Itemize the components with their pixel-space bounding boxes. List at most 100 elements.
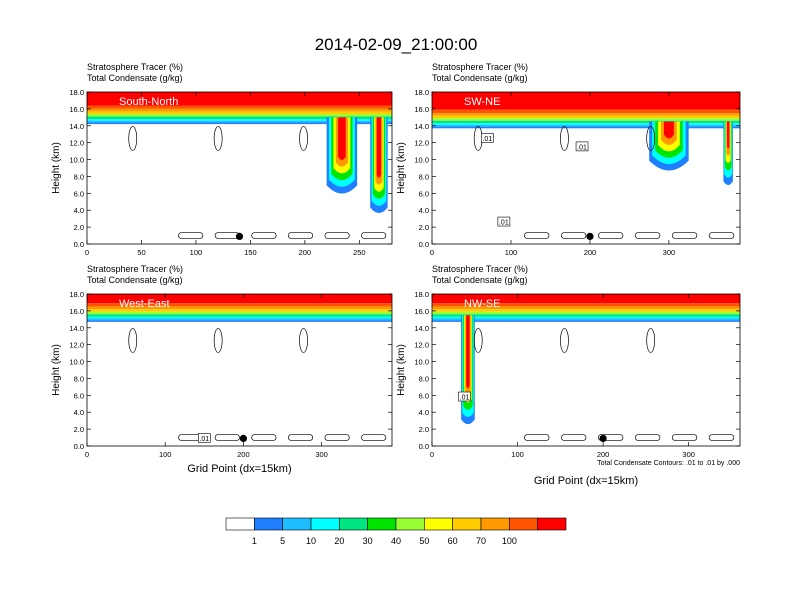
location-marker [599,434,607,442]
tracer-intrusion-2 [370,117,388,213]
x-tick-label: 200 [299,248,312,257]
condensate-contour [671,434,698,441]
panel-title-line1: Stratosphere Tracer (%) [432,264,528,274]
contour-footnote: Total Condensate Contours: .01 to .01 by… [597,460,740,467]
colorbar-swatch [509,517,538,531]
y-tick-label: 14.0 [414,324,429,333]
tracer-intrusion-1 [649,121,689,171]
plot-area: .01 .01 .01 [432,92,740,244]
x-tick-label: 0 [85,450,89,459]
condensate-contour [646,328,656,353]
condensate-contour [251,434,277,441]
colorbar-swatch [424,517,453,531]
y-tick-label: 6.0 [74,189,84,198]
condensate-contour [561,434,587,441]
tracer-layer-2 [432,303,740,307]
tracer-layer-9 [432,320,740,322]
plot-area [87,92,392,244]
cross-section-label: South-North [119,96,178,108]
tracer-layer-1 [432,294,740,304]
tracer-layer-4 [87,111,392,114]
y-tick-label: 18.0 [69,88,84,97]
y-axis-label: Height (km) [51,344,62,396]
condensate-contour [524,434,550,441]
contour-label: .01 [199,436,209,443]
tracer-layer-8 [87,318,392,321]
y-tick-label: 16.0 [414,307,429,316]
intrusion-shade-6 [466,315,470,389]
intrusion-shade-6 [338,117,346,161]
y-tick-label: 8.0 [419,172,429,181]
colorbar-swatch [254,517,283,531]
y-tick-label: 0.0 [419,442,429,451]
panel-title-line2: Total Condensate (g/kg) [432,73,528,83]
tracer-layer-1 [87,294,392,304]
colorbar-label: 50 [419,536,429,546]
condensate-contour [361,434,387,441]
intrusion-shade-6 [376,117,382,178]
panel-title-line2: Total Condensate (g/kg) [87,275,183,285]
colorbar-label: 40 [391,536,401,546]
y-tick-label: 16.0 [69,307,84,316]
panel-title-line1: Stratosphere Tracer (%) [87,264,183,274]
cross-section-label: SW-NE [464,96,500,108]
intrusion-shade-6 [726,121,730,149]
x-tick-label: 250 [353,248,366,257]
tracer-layer-8 [87,120,392,123]
tracer-layer-4 [432,115,740,119]
y-axis-label: Height (km) [396,344,407,396]
plot-frame [431,91,741,245]
colorbar-label: 5 [280,536,285,546]
y-tick-label: 18.0 [414,88,429,97]
colorbar-swatch [367,517,397,531]
y-tick-label: 4.0 [74,206,84,215]
plot-frame [86,91,393,245]
condensate-contour [646,126,656,151]
colorbar-label: 20 [334,536,344,546]
contour-label: .01 [460,395,470,402]
x-tick-label: 0 [430,248,434,257]
y-tick-label: 10.0 [69,358,84,367]
chart-panel-3: .01 West-East Stratosphere Tracer (%)Total… [51,264,393,475]
condensate-contours [128,328,387,441]
y-tick-label: 18.0 [414,290,429,299]
tracer-layer-6 [87,116,392,120]
y-tick-label: 4.0 [419,206,429,215]
y-tick-label: 18.0 [69,290,84,299]
y-tick-label: 12.0 [414,139,429,148]
colorbar-label: 70 [476,536,486,546]
colorbar-swatch [339,517,368,531]
contour-label-box [458,391,471,402]
tracer-layer-8 [432,318,740,321]
y-tick-label: 2.0 [419,425,429,434]
y-tick-label: 2.0 [419,223,429,232]
condensate-contour [597,232,624,239]
y-tick-label: 12.0 [414,341,429,350]
condensate-contour [634,232,661,239]
condensate-contours [473,328,735,441]
panel-title-line1: Stratosphere Tracer (%) [87,62,183,72]
contour-label-box [575,141,589,152]
condensate-contour [213,328,223,353]
y-tick-label: 14.0 [69,122,84,131]
contour-label-box [480,133,494,143]
x-tick-label: 100 [190,248,203,257]
tracer-layer-7 [432,123,740,125]
colorbar-swatch [452,517,482,531]
tracer-intrusion-2 [723,121,733,185]
y-tick-label: 4.0 [74,408,84,417]
x-tick-label: 200 [584,248,597,257]
tracer-layer-3 [87,108,392,112]
y-tick-label: 12.0 [69,341,84,350]
contour-label: .01 [482,136,492,143]
condensate-contour [560,328,569,353]
tracer-layer-3 [432,306,740,310]
colorbar-label: 60 [448,536,458,546]
tracer-layer-8 [432,124,740,127]
contour-label-box [198,433,211,443]
x-tick-label: 0 [430,450,434,459]
location-marker [239,434,248,442]
y-tick-label: 4.0 [419,408,429,417]
y-tick-label: 6.0 [419,391,429,400]
